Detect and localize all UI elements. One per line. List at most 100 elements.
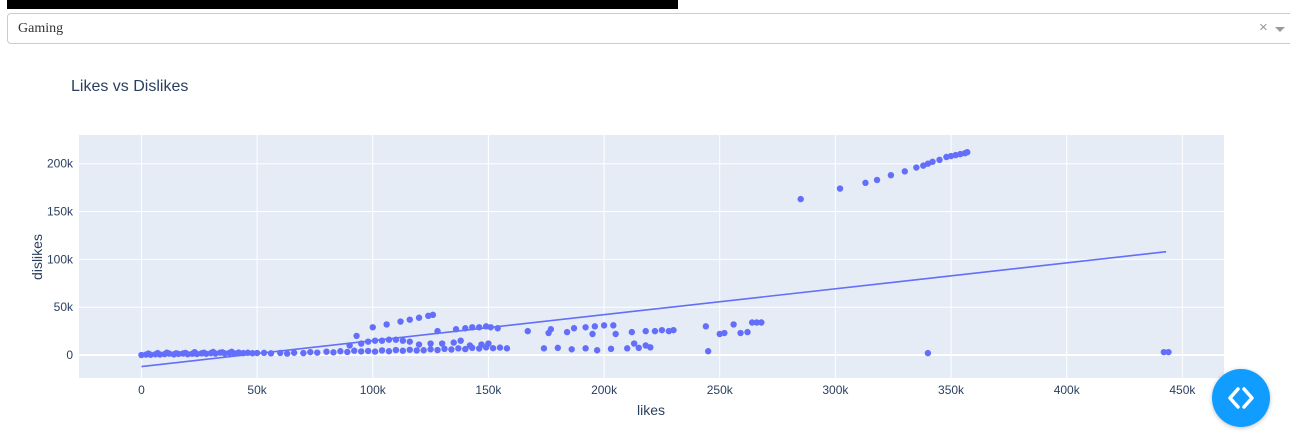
data-point: [172, 350, 180, 357]
data-point: [378, 347, 386, 354]
chart-title: Likes vs Dislikes: [71, 78, 188, 95]
x-axis-label: likes: [637, 402, 665, 418]
data-point: [358, 340, 365, 347]
data-point: [651, 327, 659, 335]
data-point: [635, 344, 642, 352]
data-point: [191, 348, 198, 356]
data-point: [607, 345, 615, 353]
x-tick-label: 200k: [591, 383, 618, 397]
x-tick-label: 300k: [822, 383, 849, 397]
data-point: [929, 158, 936, 165]
clear-icon[interactable]: ×: [1259, 19, 1268, 36]
data-point: [385, 348, 393, 355]
data-point: [353, 332, 360, 340]
data-point: [748, 319, 756, 326]
data-point: [434, 346, 441, 354]
code-toggle-button[interactable]: [1212, 369, 1270, 427]
data-point: [600, 322, 608, 329]
data-point: [737, 329, 744, 337]
data-point: [358, 348, 365, 355]
data-point: [290, 349, 298, 356]
data-point: [337, 348, 344, 355]
data-point: [383, 321, 390, 328]
data-point: [219, 349, 226, 356]
data-point: [330, 349, 337, 356]
data-point: [642, 342, 649, 349]
data-point: [267, 350, 275, 357]
data-point: [901, 168, 908, 175]
data-point: [277, 349, 284, 357]
data-point: [371, 348, 379, 355]
data-point: [450, 339, 457, 346]
data-point: [397, 318, 404, 325]
data-point: [642, 327, 649, 335]
data-point: [554, 344, 562, 352]
data-point: [873, 176, 881, 184]
data-point: [406, 338, 413, 345]
data-point: [260, 349, 268, 357]
data-point: [420, 347, 427, 354]
data-point: [427, 346, 434, 353]
data-point: [452, 326, 460, 333]
data-point: [200, 349, 208, 356]
data-point: [1165, 348, 1172, 356]
data-point: [351, 347, 358, 354]
data-point: [249, 350, 256, 357]
y-tick-label: 50k: [54, 300, 74, 314]
data-point: [228, 348, 235, 355]
data-point: [582, 345, 589, 352]
data-point: [209, 348, 217, 356]
data-point: [589, 330, 596, 338]
data-point: [1160, 348, 1168, 356]
data-point: [593, 347, 601, 354]
data-point: [429, 311, 437, 319]
data-point: [300, 349, 307, 357]
data-point: [385, 336, 393, 343]
data-point: [462, 325, 469, 332]
data-point: [797, 195, 804, 203]
data-point: [628, 328, 636, 336]
x-tick-label: 400k: [1054, 383, 1081, 397]
x-tick-label: 150k: [475, 383, 502, 397]
data-point: [485, 340, 492, 347]
data-point: [568, 346, 575, 353]
chevron-down-icon[interactable]: [1275, 27, 1285, 32]
data-point: [378, 337, 386, 344]
data-point: [371, 337, 379, 344]
data-point: [487, 324, 494, 331]
data-point: [427, 340, 434, 347]
data-point: [448, 346, 455, 353]
data-point: [392, 336, 400, 343]
data-point: [913, 164, 920, 171]
data-point: [240, 349, 247, 357]
data-point: [369, 324, 376, 331]
category-dropdown[interactable]: Gaming ×: [7, 13, 1290, 44]
data-point: [406, 316, 413, 323]
x-tick-label: 350k: [938, 383, 965, 397]
data-point: [344, 348, 351, 356]
data-point: [182, 349, 189, 357]
x-tick-label: 100k: [360, 383, 387, 397]
data-point: [964, 149, 971, 156]
data-point: [314, 349, 321, 356]
data-point: [582, 324, 589, 331]
data-point: [145, 350, 152, 357]
data-point: [154, 349, 161, 357]
data-point: [503, 345, 511, 352]
y-tick-label: 100k: [47, 252, 74, 266]
data-point: [415, 314, 423, 321]
data-point: [494, 325, 501, 332]
x-tick-label: 450k: [1169, 383, 1196, 397]
data-points: [138, 149, 1172, 359]
data-point: [413, 347, 420, 354]
x-tick-labels: 0 50k 100k 150k 200k 250k 300k 350k 400k 450k: [138, 383, 1196, 397]
data-point: [478, 341, 485, 348]
data-point: [323, 348, 330, 355]
data-point: [415, 341, 423, 348]
data-point: [475, 324, 483, 331]
data-point: [441, 345, 448, 353]
data-point: [758, 319, 765, 326]
top-black-bar: [7, 0, 678, 9]
data-point: [496, 344, 504, 351]
data-point: [862, 179, 869, 187]
